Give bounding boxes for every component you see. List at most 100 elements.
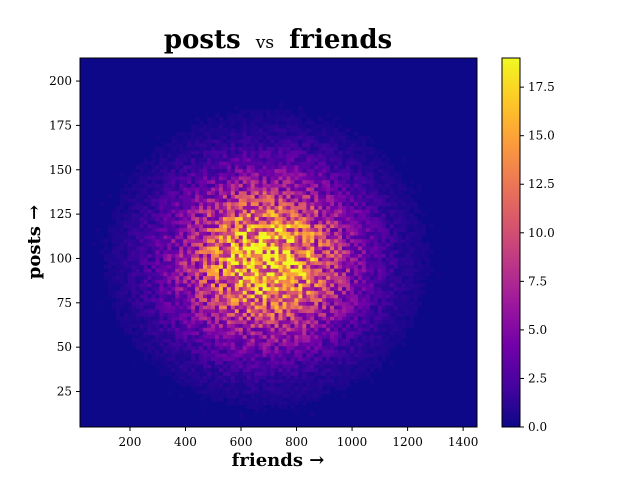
heatmap-cell [282,257,287,262]
heatmap-cell [171,367,176,373]
heatmap-cell [381,260,387,266]
heatmap-cell [234,157,240,162]
heatmap-cell [179,360,184,365]
heatmap-cell [238,128,244,133]
heatmap-cell [373,308,379,314]
heatmap-cell [211,128,216,133]
heatmap-cell [302,371,307,376]
heatmap-cell [199,327,204,332]
heatmap-cell [365,353,371,358]
heatmap-cell [246,367,252,373]
heatmap-cell [274,142,279,147]
heatmap-cell [195,168,200,173]
heatmap-cell [246,260,252,266]
heatmap-cell [385,227,391,232]
heatmap-cell [361,345,367,350]
heatmap-cell [385,272,391,277]
heatmap-cell [357,168,363,173]
heatmap-cell [191,301,196,306]
heatmap-cell [159,216,164,221]
heatmap-cell [278,290,283,295]
heatmap-cell [334,323,339,328]
heatmap-cell [234,268,240,273]
heatmap-cell [385,294,391,299]
heatmap-cell [167,319,172,325]
heatmap-cell [250,161,256,166]
heatmap-cell [330,316,335,321]
heatmap-cell [306,198,311,203]
heatmap-cell [143,157,148,162]
heatmap-cell [298,198,303,203]
heatmap-cell [330,194,335,199]
heatmap-cell [218,260,224,266]
heatmap-cell [191,257,196,262]
heatmap-cell [127,316,133,321]
heatmap-cell [183,353,188,358]
heatmap-cell [282,345,287,350]
heatmap-cell [222,198,228,203]
heatmap-cell [151,301,156,306]
heatmap-cell [127,209,133,214]
heatmap-cell [262,242,267,247]
heatmap-cell [290,272,295,277]
heatmap-cell [234,334,240,339]
heatmap-cell [318,275,323,280]
heatmap-cell [207,135,212,140]
heatmap-cell [218,142,224,147]
heatmap-cell [155,165,160,170]
heatmap-cell [203,360,208,365]
heatmap-cell [357,253,363,258]
heatmap-cell [314,165,319,170]
heatmap-cell [361,146,367,151]
heatmap-cell [278,360,283,365]
heatmap-cell [211,316,216,321]
heatmap-cell [373,294,379,299]
heatmap-cell [338,260,343,266]
heatmap-cell [298,135,303,140]
heatmap-cell [103,272,109,277]
heatmap-cell [258,120,264,125]
heatmap-cell [361,286,367,291]
heatmap-cell [203,367,208,373]
heatmap-cell [298,308,303,314]
heatmap-cell [127,268,133,273]
heatmap-cell [389,235,395,240]
heatmap-cell [203,264,208,269]
heatmap-cell [163,312,168,317]
heatmap-cell [250,157,256,162]
heatmap-cell [191,253,196,258]
heatmap-cell [143,205,148,210]
heatmap-cell [214,327,220,332]
heatmap-cell [278,249,283,254]
heatmap-cell [377,253,383,258]
heatmap-cell [246,404,252,409]
heatmap-cell [218,253,224,258]
heatmap-cell [369,316,375,321]
heatmap-cell [234,308,240,314]
heatmap-cell [163,364,168,369]
heatmap-cell [226,393,232,398]
heatmap-cell [266,379,271,384]
heatmap-cell [238,356,244,361]
heatmap-cell [357,198,363,203]
heatmap-cell [131,238,136,243]
heatmap-cell [397,190,402,195]
heatmap-cell [238,382,244,387]
heatmap-cell [207,268,212,273]
heatmap-cell [151,275,156,280]
heatmap-cell [302,257,307,262]
heatmap-cell [326,301,331,306]
heatmap-cell [234,338,240,343]
heatmap-cell [338,172,343,177]
heatmap-cell [119,231,125,236]
heatmap-cell [282,113,287,118]
heatmap-cell [111,294,117,299]
heatmap-cell [365,349,371,354]
heatmap-cell [326,382,331,387]
heatmap-cell [278,142,283,147]
heatmap-cell [175,286,180,291]
heatmap-cell [306,190,311,195]
heatmap-cell [203,235,208,240]
heatmap-cell [298,124,303,129]
heatmap-cell [262,367,267,373]
